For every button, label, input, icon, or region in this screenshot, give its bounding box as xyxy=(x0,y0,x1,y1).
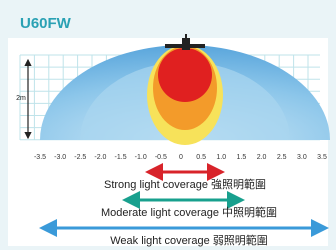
x-labels: -3.5 -3.0 -2.5 -2.0 -1.5 -1.0 -0.5 0 0.5 1.0 1.5 2.… xyxy=(34,154,327,161)
page: U60FW 2m -3.5 -3.0 -2.5 -2.0 -1.5 -1.0 -0.5 0 0.… xyxy=(0,0,336,250)
x-label: 1.5 xyxy=(237,154,247,161)
legend-label: Weak light coverage 弱照明範圍 xyxy=(110,233,268,247)
x-label: 1.0 xyxy=(216,154,226,161)
x-label: 2.5 xyxy=(277,154,287,161)
title: U60FW xyxy=(20,15,72,32)
x-label: -3.5 xyxy=(34,154,46,161)
x-label: -3.0 xyxy=(54,154,66,161)
strong-zone xyxy=(158,48,212,102)
x-label: 3.0 xyxy=(297,154,307,161)
legend-label: Strong light coverage 強照明範圍 xyxy=(104,177,266,191)
x-label: 0.5 xyxy=(196,154,206,161)
x-label: -1.0 xyxy=(135,154,147,161)
height-label: 2m xyxy=(16,95,26,102)
x-label: 2.0 xyxy=(257,154,267,161)
legend-label: Moderate light coverage 中照明範圍 xyxy=(101,205,277,219)
x-label: -1.5 xyxy=(115,154,127,161)
x-label: -2.5 xyxy=(74,154,86,161)
x-label: 3.5 xyxy=(317,154,327,161)
x-label: -2.0 xyxy=(94,154,106,161)
x-label: 0 xyxy=(179,154,183,161)
diagram: U60FW 2m -3.5 -3.0 -2.5 -2.0 -1.5 -1.0 -0.5 0 0.… xyxy=(0,0,336,250)
x-label: -0.5 xyxy=(155,154,167,161)
